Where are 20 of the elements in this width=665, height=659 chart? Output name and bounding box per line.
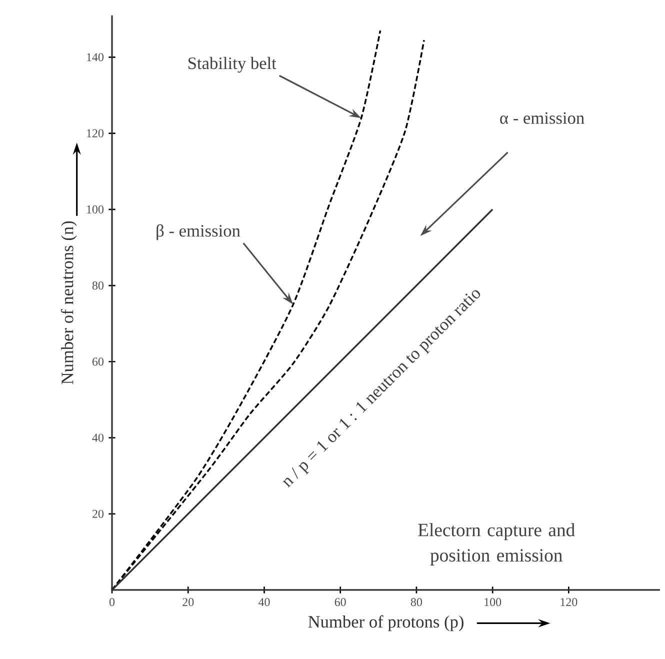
y-axis-title: Number of neutrons (n)	[60, 221, 77, 384]
annotation: β - emission	[156, 224, 240, 240]
y-tick-label: 40	[92, 434, 104, 442]
x-tick-label: 100	[484, 598, 502, 606]
annotation: Stability belt	[188, 56, 276, 73]
x-axis-title: Number of protons (p)	[308, 615, 464, 632]
x-tick-label: 60	[334, 598, 346, 606]
y-tick-label: 100	[87, 205, 104, 214]
x-tick-label: 80	[410, 598, 422, 606]
y-tick-label: 20	[92, 510, 104, 518]
y-tick-label: 120	[87, 129, 104, 138]
y-tick-label: 60	[92, 358, 104, 366]
annotation: α - emission	[500, 112, 584, 124]
annotation: Electorn capture and position emission	[418, 523, 575, 566]
x-tick-label: 40	[258, 598, 270, 606]
x-tick-label: 0	[109, 598, 115, 606]
x-tick-label: 120	[560, 598, 578, 606]
y-tick-label: 80	[92, 281, 104, 290]
y-tick-label: 140	[87, 53, 104, 62]
x-tick-label: 20	[182, 598, 194, 606]
